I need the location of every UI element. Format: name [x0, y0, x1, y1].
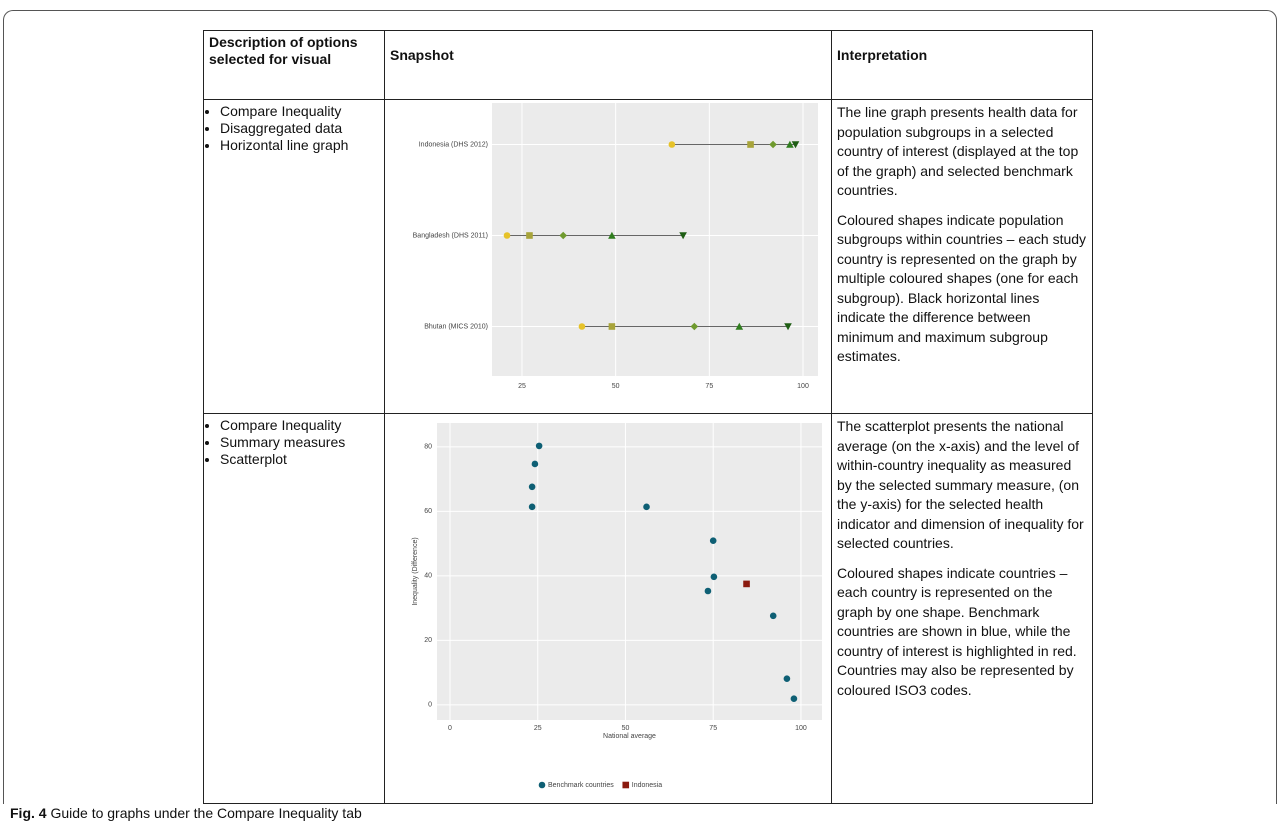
- marker: [668, 141, 676, 148]
- y-tick-label: 80: [424, 444, 432, 451]
- marker: [709, 537, 717, 545]
- x-tick-label: 25: [518, 383, 526, 390]
- x-tick-label: 50: [622, 725, 630, 732]
- option-item: Compare Inequality: [220, 417, 379, 434]
- marker: [769, 140, 777, 149]
- option-item: Summary measures: [220, 434, 379, 451]
- marker: [608, 323, 616, 330]
- caption: Fig. 4 Guide to graphs under the Compare…: [10, 805, 362, 821]
- interpretation-paragraph: Coloured shapes indicate population subg…: [837, 211, 1087, 365]
- x-tick-label: 75: [709, 725, 717, 732]
- option-item: Horizontal line graph: [220, 137, 379, 154]
- options-list: Compare InequalitySummary measuresScatte…: [209, 417, 379, 468]
- option-item: Scatterplot: [220, 451, 379, 468]
- caption-text: Guide to graphs under the Compare Inequa…: [50, 805, 362, 821]
- y-tick-label: 60: [424, 508, 432, 515]
- y-tick-label: Bhutan (MICS 2010): [424, 323, 488, 330]
- y-tick-label: Bangladesh (DHS 2011): [413, 232, 488, 239]
- y-axis-label: Inequality (Difference): [412, 537, 419, 605]
- option-item: Disaggregated data: [220, 120, 379, 137]
- marker: [526, 232, 533, 239]
- x-tick-label: 0: [448, 725, 452, 732]
- option-item: Compare Inequality: [220, 103, 379, 120]
- caption-label: Fig. 4: [10, 805, 47, 821]
- marker: [704, 587, 712, 595]
- x-tick-label: 100: [795, 725, 807, 732]
- marker: [503, 232, 511, 239]
- legend-label: Benchmark countries: [548, 782, 614, 789]
- interpretation-cell: The line graph presents health data for …: [831, 99, 1093, 414]
- y-tick-label: 0: [428, 702, 432, 709]
- marker: [747, 141, 754, 148]
- marker: [735, 322, 744, 330]
- interpretation-cell: The scatterplot presents the national av…: [831, 413, 1093, 804]
- header-cell: Description of options selected for visu…: [203, 30, 385, 100]
- marker: [608, 231, 616, 239]
- plot-panel: [492, 103, 818, 376]
- marker: [535, 442, 543, 450]
- legend-swatch: [538, 781, 546, 789]
- interpretation-paragraph: The scatterplot presents the national av…: [837, 418, 1084, 551]
- interpretation-paragraph: The line graph presents health data for …: [837, 104, 1079, 198]
- marker: [710, 573, 718, 581]
- legend-label: Indonesia: [632, 782, 662, 789]
- marker: [643, 503, 650, 511]
- x-tick-label: 50: [612, 383, 620, 390]
- marker: [783, 675, 791, 683]
- y-tick-label: 40: [424, 573, 432, 580]
- marker: [531, 460, 539, 468]
- marker: [528, 483, 536, 491]
- y-tick-label: Indonesia (DHS 2012): [419, 141, 488, 148]
- marker: [743, 580, 750, 588]
- x-tick-label: 100: [797, 383, 809, 390]
- marker: [528, 503, 536, 511]
- y-tick-label: 20: [424, 637, 432, 644]
- marker: [690, 322, 699, 331]
- marker: [790, 695, 798, 703]
- marker: [784, 323, 792, 331]
- marker: [559, 231, 567, 240]
- figure-frame: [3, 10, 1277, 804]
- marker: [769, 612, 777, 620]
- interpretation-paragraph: Coloured shapes indicate countries – eac…: [837, 564, 1077, 698]
- marker: [786, 140, 794, 148]
- x-axis-label: National average: [603, 733, 656, 740]
- x-tick-label: 75: [705, 383, 713, 390]
- options-list: Compare InequalityDisaggregated dataHori…: [209, 103, 379, 154]
- legend-swatch: [622, 781, 630, 789]
- marker: [578, 323, 586, 330]
- marker: [679, 232, 687, 240]
- plot-panel: [437, 423, 822, 720]
- x-tick-label: 25: [534, 725, 542, 732]
- marker: [791, 141, 800, 149]
